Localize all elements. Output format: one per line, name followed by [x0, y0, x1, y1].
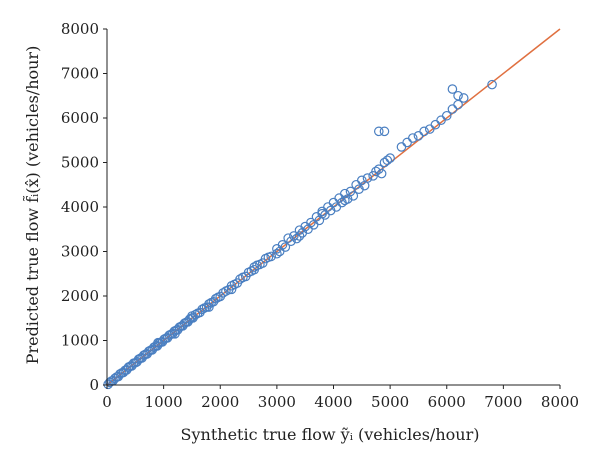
- data-point: [362, 173, 373, 183]
- x-tick-label: 6000: [428, 393, 466, 411]
- y-tick-label: 3000: [61, 243, 99, 261]
- data-point: [487, 79, 497, 90]
- data-point: [371, 166, 381, 177]
- x-tick-label: 3000: [258, 393, 296, 411]
- x-axis-label: Synthetic true flow ỹᵢ (vehicles/hour): [181, 425, 480, 444]
- x-tick-label: 0: [102, 393, 112, 411]
- x-tick-label: 2000: [201, 393, 239, 411]
- data-point: [187, 311, 197, 321]
- data-point: [376, 168, 387, 179]
- data-point: [170, 329, 180, 339]
- data-point: [272, 248, 282, 259]
- data-point: [402, 137, 412, 148]
- data-point: [447, 104, 458, 114]
- data-point: [419, 126, 429, 137]
- data-point: [197, 304, 207, 315]
- data-point: [447, 84, 458, 94]
- x-tick-label: 7000: [484, 393, 522, 411]
- data-point: [153, 337, 163, 348]
- data-points-layer: [103, 79, 497, 390]
- data-point: [453, 90, 463, 101]
- y-tick-label: 7000: [61, 65, 99, 83]
- data-point: [340, 188, 350, 199]
- data-point: [373, 126, 384, 137]
- data-point: [348, 191, 359, 201]
- data-point: [382, 155, 393, 166]
- data-point: [280, 242, 291, 252]
- data-point: [291, 233, 302, 244]
- y-tick-label: 8000: [61, 20, 99, 38]
- data-point: [226, 284, 237, 295]
- data-point: [218, 288, 228, 298]
- data-point: [289, 231, 299, 241]
- data-point: [317, 208, 327, 219]
- data-point: [407, 133, 418, 143]
- data-point: [277, 240, 288, 250]
- data-point: [314, 215, 325, 226]
- data-point: [266, 251, 277, 262]
- data-point: [357, 175, 367, 186]
- data-point: [385, 153, 395, 163]
- x-tick-label: 4000: [314, 393, 352, 411]
- x-tick-label: 5000: [371, 393, 409, 411]
- data-point: [210, 293, 221, 304]
- data-point: [413, 131, 424, 141]
- data-point: [294, 231, 305, 241]
- y-axis-label: Predicted true flow f̃ᵢ(x̂) (vehicles/ho…: [23, 46, 42, 365]
- data-point: [379, 126, 390, 137]
- y-tick-label: 0: [89, 376, 99, 394]
- y-tick-label: 2000: [61, 287, 99, 305]
- data-point: [249, 262, 260, 272]
- y-tick-label: 6000: [61, 109, 99, 127]
- x-tick-label: 1000: [145, 393, 183, 411]
- data-point: [396, 142, 407, 152]
- y-tick-label: 4000: [61, 198, 99, 216]
- data-point: [204, 302, 214, 312]
- data-point: [235, 274, 245, 284]
- y-tick-label: 5000: [61, 154, 99, 172]
- data-point: [306, 217, 316, 228]
- x-tick-label: 8000: [541, 393, 579, 411]
- data-point: [441, 110, 452, 121]
- data-point: [286, 236, 296, 247]
- data-point: [204, 299, 214, 309]
- data-point: [340, 195, 350, 206]
- y-tick-label: 1000: [61, 332, 99, 350]
- ticks-layer: 0 1000 2000 3000 4000 5000 6000 7000 8000 0 1000 20…: [61, 20, 579, 411]
- data-point: [458, 93, 469, 103]
